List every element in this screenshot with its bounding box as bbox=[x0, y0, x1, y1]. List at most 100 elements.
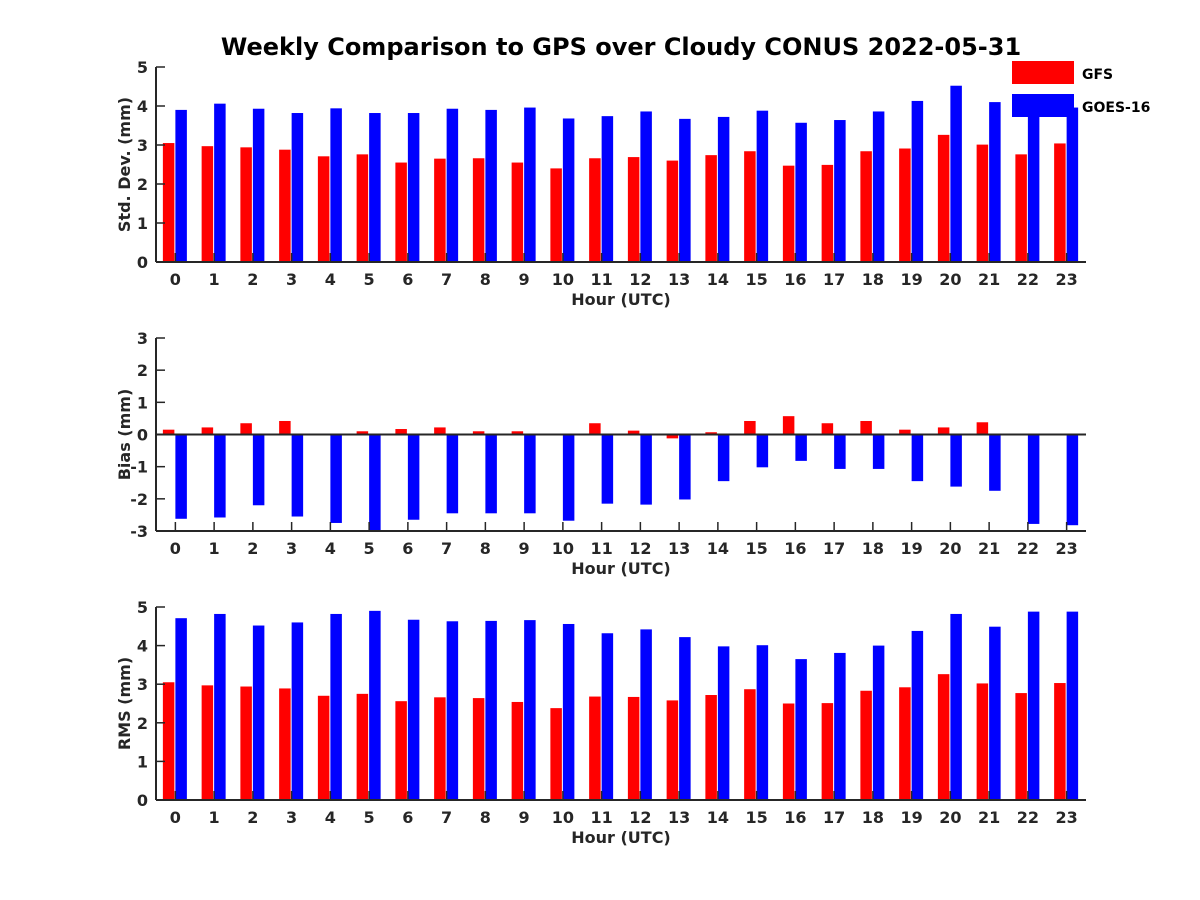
y-axis-label: Bias (mm) bbox=[115, 389, 134, 481]
x-tick-label: 7 bbox=[441, 808, 452, 827]
bar-goes16-hour-8 bbox=[485, 620, 497, 800]
bar-goes16-hour-17 bbox=[834, 434, 846, 469]
bar-goes16-hour-14 bbox=[717, 646, 730, 800]
bar-goes16-hour-21 bbox=[989, 434, 1001, 491]
x-tick-label: 14 bbox=[707, 270, 729, 289]
bar-gfs-hour-0 bbox=[162, 429, 175, 435]
y-tick-label: 4 bbox=[137, 97, 148, 116]
bar-gfs-hour-23 bbox=[1054, 683, 1066, 800]
x-tick-label: 10 bbox=[552, 270, 574, 289]
x-tick-label: 17 bbox=[823, 270, 845, 289]
x-tick-label: 2 bbox=[247, 539, 258, 558]
bar-goes16-hour-2 bbox=[252, 625, 265, 800]
x-tick-label: 0 bbox=[170, 270, 181, 289]
x-tick-label: 1 bbox=[209, 808, 220, 827]
x-tick-label: 18 bbox=[862, 270, 884, 289]
y-tick-label: -1 bbox=[130, 458, 148, 477]
bar-gfs-hour-8 bbox=[472, 698, 485, 800]
bar-goes16-hour-15 bbox=[756, 110, 769, 263]
bar-gfs-hour-11 bbox=[589, 158, 601, 262]
bar-gfs-hour-19 bbox=[899, 148, 911, 262]
x-tick-label: 9 bbox=[519, 270, 530, 289]
bar-goes16-hour-2 bbox=[252, 434, 265, 506]
bar-gfs-hour-23 bbox=[1054, 143, 1066, 262]
legend-swatch-gfs bbox=[1012, 61, 1074, 84]
bar-goes16-hour-19 bbox=[911, 100, 924, 263]
bar-gfs-hour-6 bbox=[395, 429, 407, 435]
bar-goes16-hour-18 bbox=[872, 111, 885, 263]
x-tick-label: 5 bbox=[364, 270, 375, 289]
chart-title: Weekly Comparison to GPS over Cloudy CON… bbox=[221, 33, 1021, 61]
bar-gfs-hour-5 bbox=[356, 693, 369, 800]
x-tick-label: 8 bbox=[480, 808, 491, 827]
y-tick-label: 3 bbox=[137, 329, 148, 348]
x-tick-label: 3 bbox=[286, 270, 297, 289]
x-tick-label: 0 bbox=[170, 808, 181, 827]
x-tick-label: 22 bbox=[1017, 808, 1039, 827]
bar-gfs-hour-8 bbox=[472, 431, 485, 435]
x-tick-label: 4 bbox=[325, 808, 336, 827]
bar-gfs-hour-1 bbox=[201, 427, 214, 435]
x-tick-label: 15 bbox=[745, 539, 767, 558]
bar-gfs-hour-12 bbox=[627, 696, 640, 800]
bar-gfs-hour-9 bbox=[511, 431, 524, 435]
bar-goes16-hour-8 bbox=[485, 109, 497, 263]
bar-gfs-hour-15 bbox=[744, 689, 756, 800]
bar-goes16-hour-3 bbox=[291, 434, 304, 517]
bar-goes16-hour-12 bbox=[640, 629, 652, 800]
x-tick-label: 13 bbox=[668, 808, 690, 827]
bar-gfs-hour-21 bbox=[976, 422, 989, 435]
bar-goes16-hour-16 bbox=[795, 434, 807, 461]
bar-gfs-hour-20 bbox=[937, 427, 950, 435]
bar-gfs-hour-7 bbox=[434, 697, 446, 800]
bar-goes16-hour-17 bbox=[834, 652, 846, 800]
bar-goes16-hour-16 bbox=[795, 122, 807, 263]
bar-goes16-hour-15 bbox=[756, 434, 769, 468]
bar-gfs-hour-9 bbox=[511, 162, 524, 262]
bar-goes16-hour-22 bbox=[1027, 106, 1040, 262]
bar-gfs-hour-8 bbox=[472, 158, 485, 262]
x-tick-label: 13 bbox=[668, 539, 690, 558]
legend: GFS GOES-16 bbox=[1012, 61, 1150, 117]
bar-gfs-hour-15 bbox=[744, 151, 756, 262]
bar-goes16-hour-10 bbox=[562, 434, 575, 521]
y-tick-label: 0 bbox=[137, 253, 148, 272]
x-tick-label: 0 bbox=[170, 539, 181, 558]
x-tick-label: 11 bbox=[590, 808, 612, 827]
bar-goes16-hour-5 bbox=[369, 113, 381, 263]
bar-goes16-hour-13 bbox=[679, 118, 691, 263]
bar-goes16-hour-1 bbox=[214, 434, 226, 518]
bar-goes16-hour-10 bbox=[562, 623, 575, 800]
x-tick-label: 5 bbox=[364, 808, 375, 827]
x-tick-label: 18 bbox=[862, 539, 884, 558]
bar-gfs-hour-18 bbox=[860, 420, 872, 435]
x-tick-label: 22 bbox=[1017, 539, 1039, 558]
bar-gfs-hour-4 bbox=[317, 156, 330, 262]
bar-goes16-hour-4 bbox=[330, 108, 342, 262]
y-tick-label: 2 bbox=[137, 714, 148, 733]
bar-goes16-hour-4 bbox=[330, 613, 342, 800]
x-tick-label: 20 bbox=[939, 808, 961, 827]
bar-gfs-hour-9 bbox=[511, 701, 524, 800]
bar-goes16-hour-14 bbox=[717, 434, 730, 482]
bar-goes16-hour-1 bbox=[214, 103, 226, 262]
bar-goes16-hour-7 bbox=[446, 434, 459, 514]
bar-gfs-hour-13 bbox=[666, 700, 679, 800]
x-tick-label: 1 bbox=[209, 539, 220, 558]
y-tick-label: 2 bbox=[137, 361, 148, 380]
bar-goes16-hour-7 bbox=[446, 108, 459, 262]
y-tick-label: 3 bbox=[137, 675, 148, 694]
bar-gfs-hour-15 bbox=[744, 420, 756, 435]
bar-goes16-hour-20 bbox=[950, 434, 962, 487]
x-tick-label: 21 bbox=[978, 808, 1000, 827]
bar-gfs-hour-17 bbox=[821, 703, 834, 800]
bar-gfs-hour-13 bbox=[666, 434, 679, 439]
bar-gfs-hour-6 bbox=[395, 162, 407, 262]
x-tick-label: 15 bbox=[745, 270, 767, 289]
x-tick-label: 6 bbox=[402, 270, 413, 289]
bar-goes16-hour-6 bbox=[407, 619, 420, 800]
